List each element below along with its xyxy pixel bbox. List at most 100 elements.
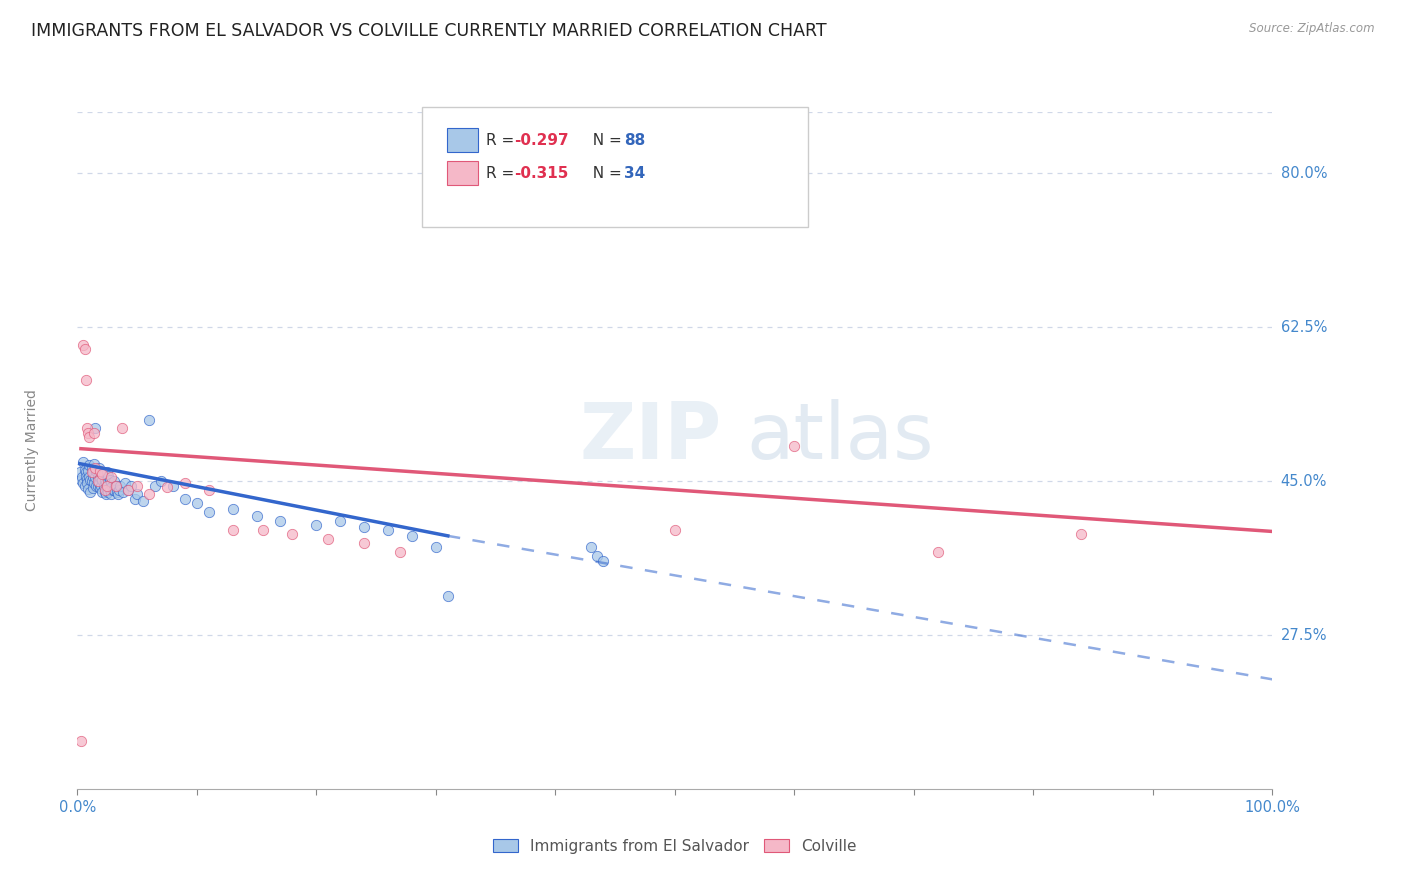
Point xyxy=(98,483,121,497)
Point xyxy=(197,505,219,519)
Point xyxy=(82,481,104,495)
Point xyxy=(114,476,136,491)
Text: atlas: atlas xyxy=(747,399,934,475)
Point xyxy=(97,469,120,483)
Point xyxy=(927,545,949,559)
Point xyxy=(103,483,125,497)
Point xyxy=(664,523,686,537)
Point xyxy=(86,464,108,478)
Point xyxy=(156,480,179,494)
Point xyxy=(117,483,139,497)
Point xyxy=(77,464,100,478)
Point xyxy=(73,478,96,492)
Point xyxy=(592,553,614,567)
Point xyxy=(103,483,124,497)
Point xyxy=(138,412,160,426)
Point xyxy=(437,589,460,603)
Point xyxy=(353,536,375,550)
Point xyxy=(94,483,117,497)
Point xyxy=(1070,527,1092,541)
Text: 34: 34 xyxy=(624,166,645,180)
Point xyxy=(82,470,104,484)
Point xyxy=(107,487,129,501)
Point xyxy=(143,478,166,492)
Point xyxy=(94,475,117,489)
Point xyxy=(89,464,111,478)
Point xyxy=(174,491,197,506)
Point xyxy=(100,470,122,484)
Point xyxy=(84,421,107,435)
Point xyxy=(75,373,97,387)
Point xyxy=(96,483,118,497)
Point xyxy=(82,466,104,480)
Point xyxy=(87,476,110,491)
Text: N =: N = xyxy=(583,133,627,147)
Text: 27.5%: 27.5% xyxy=(1281,628,1327,643)
Point xyxy=(252,523,274,537)
Point xyxy=(94,487,117,501)
Text: IMMIGRANTS FROM EL SALVADOR VS COLVILLE CURRENTLY MARRIED CORRELATION CHART: IMMIGRANTS FROM EL SALVADOR VS COLVILLE … xyxy=(31,22,827,40)
Point xyxy=(425,541,447,555)
Point xyxy=(104,478,127,492)
Point xyxy=(79,473,101,487)
Point xyxy=(105,484,128,499)
Point xyxy=(87,461,110,475)
Point xyxy=(117,483,139,497)
Text: Source: ZipAtlas.com: Source: ZipAtlas.com xyxy=(1250,22,1375,36)
Point xyxy=(75,466,97,480)
Point xyxy=(79,458,101,473)
Text: R =: R = xyxy=(486,166,520,180)
Point xyxy=(93,478,115,492)
Point xyxy=(83,457,105,471)
Point xyxy=(98,473,121,487)
Text: -0.297: -0.297 xyxy=(515,133,569,147)
Point xyxy=(91,467,114,482)
Text: R =: R = xyxy=(486,133,520,147)
Point xyxy=(127,478,149,492)
Point xyxy=(108,483,131,497)
Point xyxy=(69,466,91,480)
Point xyxy=(79,430,101,444)
Point xyxy=(91,473,114,487)
Point xyxy=(84,461,107,475)
Point xyxy=(103,475,125,489)
Point xyxy=(76,421,98,435)
Point xyxy=(222,502,245,516)
Point xyxy=(586,549,609,563)
Point xyxy=(94,476,117,491)
Point xyxy=(73,342,96,356)
Point xyxy=(96,478,118,492)
Point xyxy=(100,487,122,501)
Point xyxy=(70,470,93,484)
Point xyxy=(281,527,304,541)
Text: Currently Married: Currently Married xyxy=(25,390,39,511)
Point xyxy=(80,466,103,480)
Point xyxy=(84,470,107,484)
Legend: Immigrants from El Salvador, Colville: Immigrants from El Salvador, Colville xyxy=(488,832,862,860)
Point xyxy=(353,520,375,534)
Point xyxy=(86,478,108,492)
Point xyxy=(111,484,134,499)
Point xyxy=(110,421,132,435)
Point xyxy=(110,478,132,492)
Point xyxy=(270,514,292,528)
Point xyxy=(89,470,111,484)
Point xyxy=(197,483,219,497)
Text: -0.315: -0.315 xyxy=(515,166,569,180)
Point xyxy=(83,476,105,491)
Point xyxy=(86,470,108,484)
Point xyxy=(150,475,173,489)
Point xyxy=(70,473,93,487)
Point xyxy=(305,518,328,533)
Point xyxy=(246,509,269,524)
Text: N =: N = xyxy=(583,166,627,180)
Point xyxy=(127,487,149,501)
Point xyxy=(90,478,112,492)
Point xyxy=(80,475,103,489)
Text: 80.0%: 80.0% xyxy=(1281,166,1327,180)
Point xyxy=(318,532,340,546)
Point xyxy=(120,478,142,492)
Point xyxy=(783,439,806,453)
Point xyxy=(90,466,112,480)
Point xyxy=(91,484,114,499)
